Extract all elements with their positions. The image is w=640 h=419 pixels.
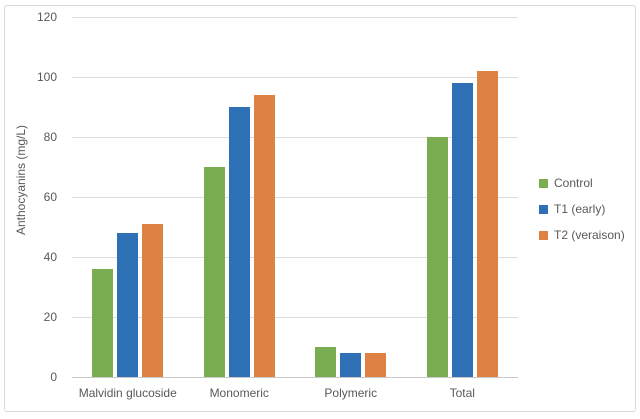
gridline-80 — [72, 137, 518, 138]
gridline-60 — [72, 197, 518, 198]
bar-t2-veraison-total — [476, 71, 498, 377]
bar-control-monomeric — [203, 167, 225, 377]
x-axis-line — [72, 377, 518, 378]
bar-control-malvidin-glucoside — [92, 269, 114, 377]
gridline-40 — [72, 257, 518, 258]
legend-label-t2-veraison: T2 (veraison) — [554, 228, 625, 242]
legend-swatch-t1-early — [539, 204, 548, 214]
y-tick-label-100: 100 — [36, 70, 57, 84]
bar-t2-veraison-polymeric — [365, 353, 387, 377]
gridline-100 — [72, 77, 518, 78]
y-tick-label-80: 80 — [43, 130, 57, 144]
y-tick-label-120: 120 — [36, 10, 57, 24]
x-category-label-polymeric: Polymeric — [324, 386, 378, 400]
bar-t1-early-total — [451, 83, 473, 377]
bar-t2-veraison-monomeric — [253, 95, 275, 377]
legend-label-control: Control — [554, 176, 593, 190]
bar-t1-early-polymeric — [340, 353, 362, 377]
y-tick-label-60: 60 — [43, 190, 57, 204]
legend: Control T1 (early) T2 (veraison) — [539, 174, 625, 244]
legend-item-t1-early: T1 (early) — [539, 200, 625, 218]
bar-t1-early-malvidin-glucoside — [117, 233, 139, 377]
bar-t2-veraison-malvidin-glucoside — [142, 224, 164, 377]
legend-item-t2-veraison: T2 (veraison) — [539, 226, 625, 244]
x-category-label-malvidin-glucoside: Malvidin glucoside — [78, 386, 177, 400]
bar-t1-early-monomeric — [228, 107, 250, 377]
gridline-20 — [72, 317, 518, 318]
plot-area — [72, 17, 518, 378]
legend-swatch-control — [539, 178, 548, 188]
legend-swatch-t2-veraison — [539, 230, 548, 240]
y-tick-label-20: 20 — [43, 310, 57, 324]
x-category-label-total: Total — [449, 386, 475, 400]
bar-control-total — [426, 137, 448, 377]
legend-item-control: Control — [539, 174, 625, 192]
x-category-label-monomeric: Monomeric — [209, 386, 269, 400]
legend-label-t1-early: T1 (early) — [554, 202, 606, 216]
y-tick-label-40: 40 — [43, 250, 57, 264]
y-tick-label-0: 0 — [50, 370, 57, 384]
y-axis-title: Anthocyanins (mg/L) — [14, 124, 28, 236]
gridline-120 — [72, 17, 518, 18]
bar-control-polymeric — [315, 347, 337, 377]
